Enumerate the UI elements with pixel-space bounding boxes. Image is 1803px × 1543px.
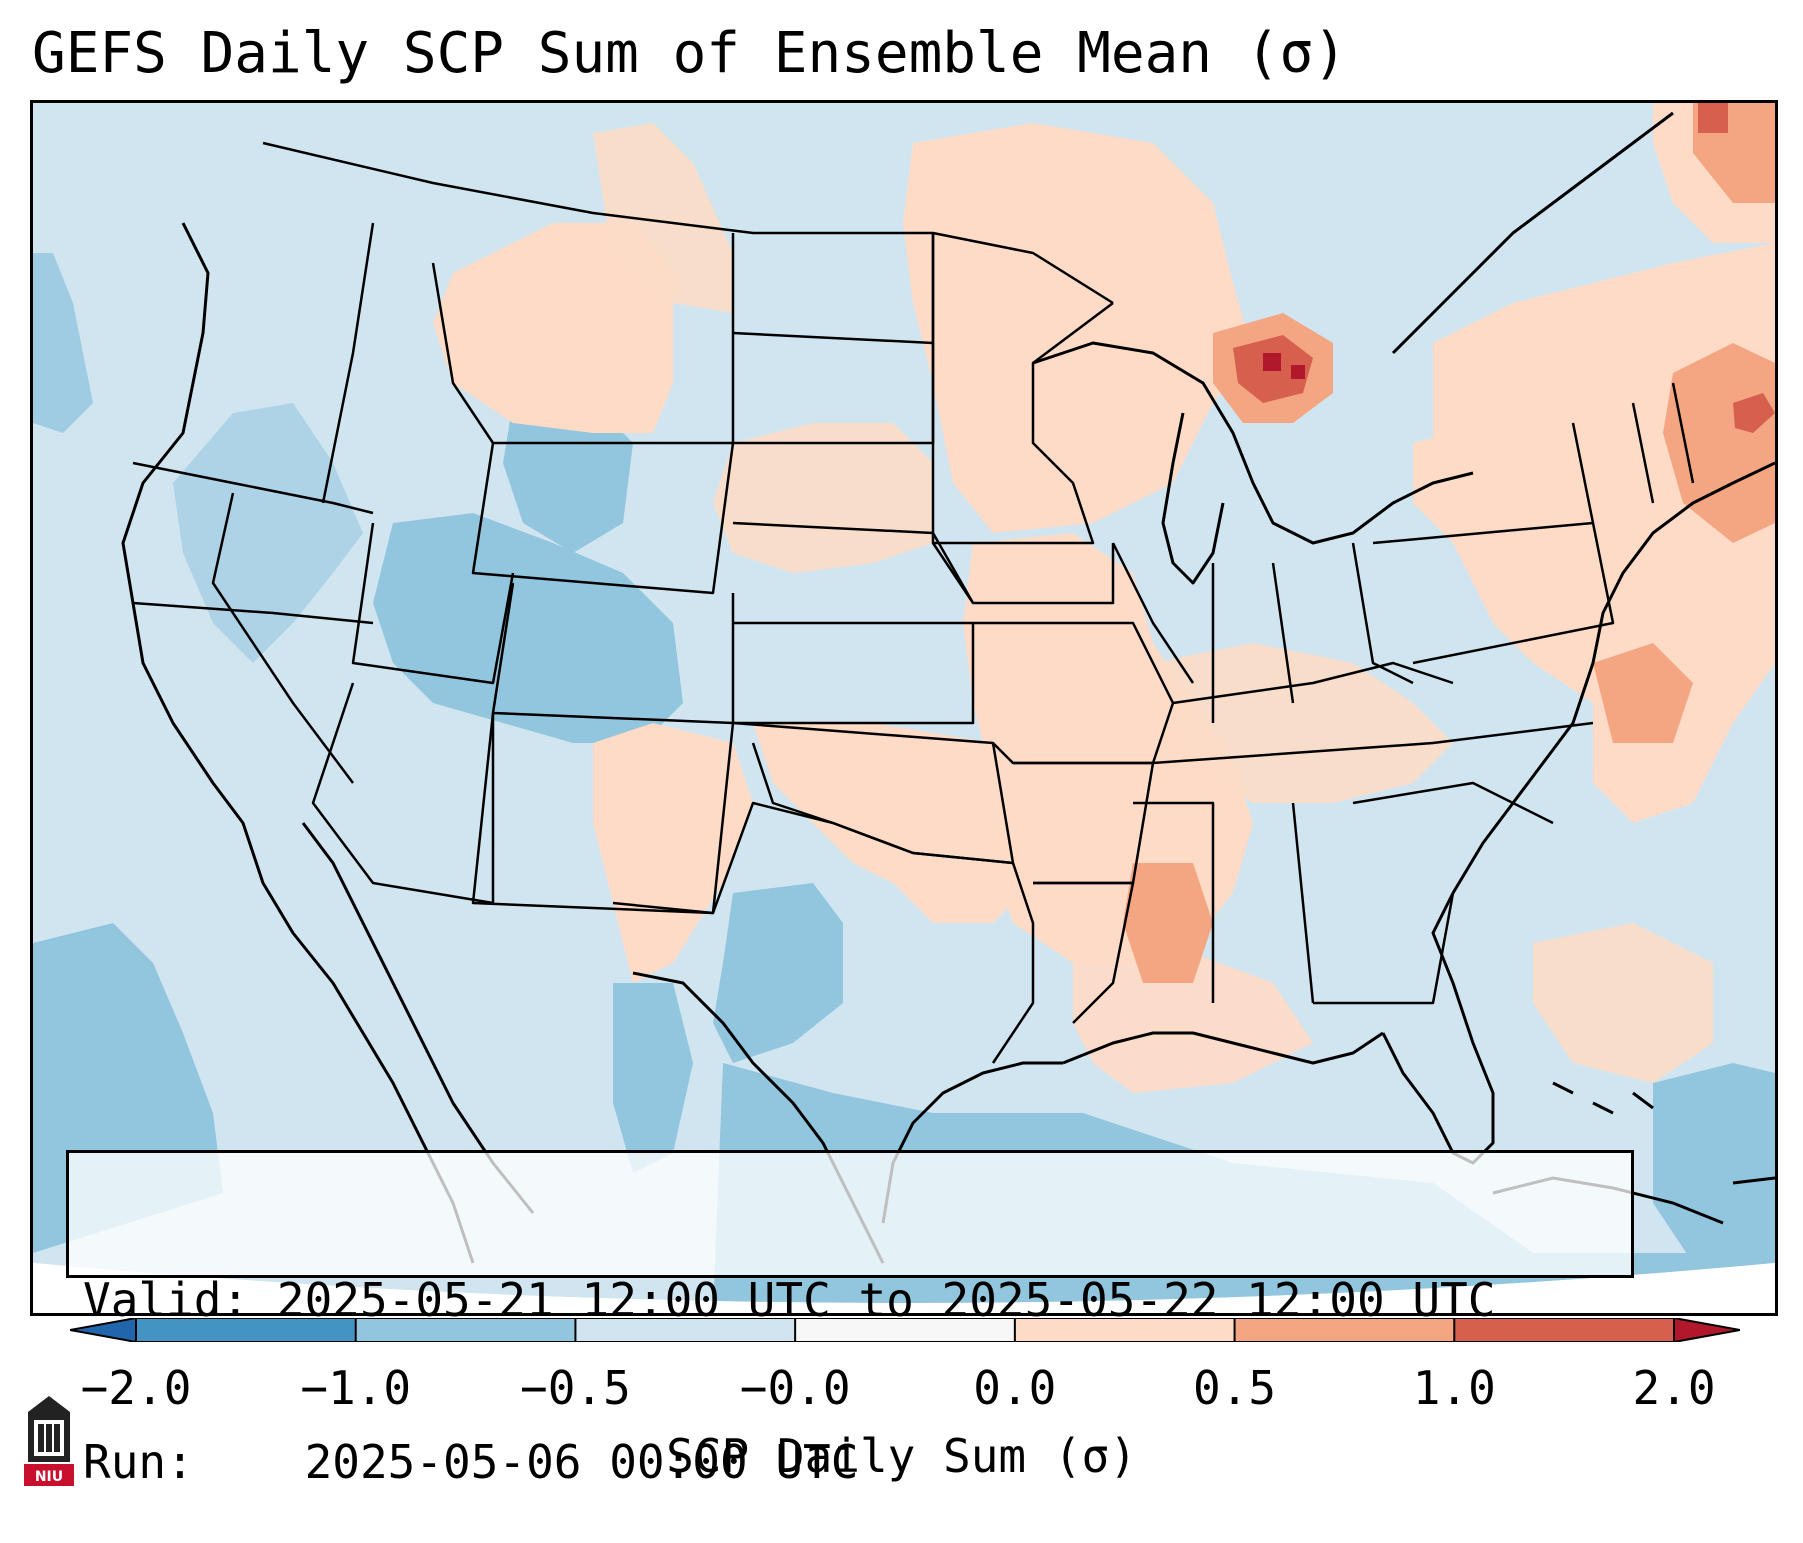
wyoming-border xyxy=(471,442,735,595)
great-lakes-east-anomaly xyxy=(1413,423,1533,543)
michigan-max-cell xyxy=(1291,365,1305,379)
atlantic-coast xyxy=(1451,461,1775,894)
colorbar-tick-label: 0.5 xyxy=(1193,1361,1277,1415)
caribbean-anomaly xyxy=(1653,1063,1775,1263)
run-line: Run: 2025-05-06 00:00 UTC xyxy=(83,1435,1617,1489)
peak-anomaly-cells xyxy=(1263,353,1305,379)
texas-anomaly xyxy=(713,883,843,1063)
bahamas-outline xyxy=(1552,1081,1654,1115)
colorbar-tick-label: −1.0 xyxy=(300,1361,412,1415)
pacific-coastline xyxy=(121,222,475,1264)
oregon-california-border xyxy=(132,601,374,625)
validity-info-box: Valid: 2025-05-21 12:00 UTC to 2025-05-2… xyxy=(66,1150,1634,1489)
atlantic-anomaly xyxy=(1533,923,1713,1083)
lake-michigan-outline xyxy=(1161,412,1225,585)
colorbar-tick-label: 2.0 xyxy=(1632,1361,1716,1415)
colorbar-segment xyxy=(575,1318,796,1342)
atlantic-mid-anomaly xyxy=(1593,643,1693,743)
niu-logo: NIU xyxy=(24,1396,74,1486)
georgia-florida-border xyxy=(1313,892,1455,1005)
northern-plains-anomaly xyxy=(593,123,733,313)
map-title: GEFS Daily SCP Sum of Ensemble Mean (σ) xyxy=(32,21,1347,86)
mississippi-valley-anomaly xyxy=(963,533,1253,963)
colorbar-tick-label: −0.0 xyxy=(739,1361,851,1415)
colorbar-tick-label: 1.0 xyxy=(1412,1361,1496,1415)
southeast-ny-anomaly xyxy=(1663,343,1775,543)
tennessee-kentucky-border xyxy=(1152,661,1454,765)
colorbar-label: SCP Daily Sum (σ) xyxy=(666,1429,1137,1483)
wyoming-anomaly xyxy=(503,403,633,553)
michigan-max-cell xyxy=(1263,353,1281,371)
colorbar-tick-label: 0.0 xyxy=(973,1361,1057,1415)
ohio-valley-anomaly xyxy=(1153,643,1453,803)
carolinas-border xyxy=(1352,721,1594,825)
mississippi-anomaly xyxy=(1123,863,1213,983)
louisiana-border xyxy=(1033,881,1135,1024)
niu-logo-icon: NIU xyxy=(24,1396,74,1486)
colorbar-segment xyxy=(136,1318,357,1342)
iowa-border xyxy=(931,542,1115,605)
colorbar-segment xyxy=(1234,1318,1455,1342)
colorbar xyxy=(70,1318,1740,1342)
new-mexico-anomaly xyxy=(593,723,753,983)
great-basin-anomaly xyxy=(173,403,363,663)
run-value: 2025-05-06 00:00 UTC xyxy=(304,1435,859,1489)
map-panel xyxy=(30,100,1778,1316)
colorbar-segment xyxy=(355,1318,576,1342)
gulf-coast-anomaly xyxy=(1073,953,1313,1093)
colorbar-tick-label: −2.0 xyxy=(80,1361,192,1415)
sd-nd-border xyxy=(732,331,934,345)
oregon-washington-border xyxy=(132,461,374,515)
map-canvas xyxy=(33,103,1775,1313)
run-label: Run: xyxy=(83,1435,194,1489)
state-borders xyxy=(132,141,1695,1064)
pacific-northwest-anomaly xyxy=(33,253,93,433)
colorado-border xyxy=(491,582,735,725)
canada-coast xyxy=(1391,111,1674,355)
mississippi-alabama-border xyxy=(1133,801,1315,1004)
texas-border xyxy=(612,801,1035,1064)
missouri-border xyxy=(973,621,1175,765)
gulf-coast xyxy=(1062,1031,1384,1065)
mexico-anomaly xyxy=(613,983,693,1173)
new-mexico-border xyxy=(471,712,735,915)
arizona-border xyxy=(311,682,495,905)
colorbar-segment xyxy=(1014,1318,1236,1342)
colorbar-under-arrow xyxy=(70,1318,136,1342)
hispaniola-outline xyxy=(1732,1176,1775,1185)
new-york-peak-anomaly xyxy=(1733,393,1775,433)
new-england-border xyxy=(1571,382,1695,524)
illinois-indiana-border xyxy=(1111,542,1295,723)
svg-text:NIU: NIU xyxy=(35,1469,63,1485)
florida-coast xyxy=(1381,892,1495,1165)
montana-border xyxy=(431,262,733,445)
colorbar-segment xyxy=(795,1318,1016,1342)
nevada-border xyxy=(211,492,354,784)
coastlines xyxy=(121,111,1775,1264)
southern-plains-anomaly xyxy=(753,723,1033,923)
utah-border xyxy=(351,522,515,685)
utah-colorado-anomaly xyxy=(373,513,683,743)
ohio-pennsylvania-border xyxy=(1351,521,1615,685)
idaho-border xyxy=(321,222,375,504)
outside-domain xyxy=(33,1263,1775,1313)
great-lakes-outline xyxy=(1032,341,1474,545)
colorbar-over-arrow xyxy=(1674,1318,1740,1342)
us-canada-border xyxy=(262,141,1114,305)
dakotas-anomaly xyxy=(713,423,933,573)
colorbar-segment xyxy=(1454,1318,1675,1342)
northern-rockies-anomaly xyxy=(433,223,673,433)
kansas-border xyxy=(733,621,975,725)
maine-peak-anomaly xyxy=(1698,103,1728,133)
colorbar-tick-label: −0.5 xyxy=(520,1361,631,1415)
